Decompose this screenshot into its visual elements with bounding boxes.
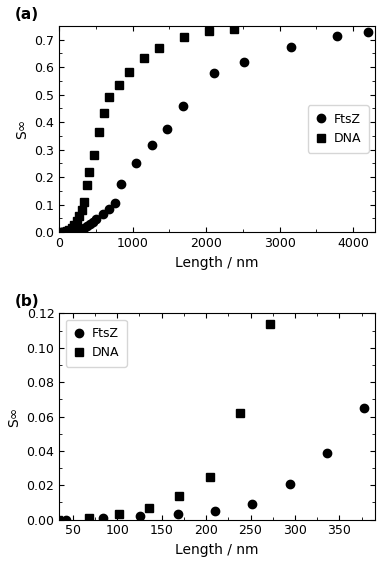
DNA: [70, 225, 74, 232]
FtsZ: [180, 102, 185, 109]
FtsZ: [63, 228, 68, 235]
DNA: [232, 26, 236, 33]
DNA: [82, 199, 87, 205]
FtsZ: [73, 227, 77, 234]
DNA: [207, 473, 212, 480]
Line: FtsZ: FtsZ: [62, 404, 369, 524]
DNA: [84, 182, 89, 189]
X-axis label: Length / nm: Length / nm: [175, 543, 259, 557]
DNA: [67, 227, 72, 233]
DNA: [79, 206, 84, 213]
DNA: [157, 45, 162, 51]
DNA: [117, 82, 121, 89]
FtsZ: [119, 180, 123, 187]
DNA: [56, 516, 61, 523]
Y-axis label: S∞: S∞: [7, 407, 21, 427]
DNA: [92, 152, 97, 158]
FtsZ: [287, 480, 292, 487]
FtsZ: [107, 205, 111, 212]
FtsZ: [165, 126, 170, 133]
FtsZ: [242, 59, 247, 65]
FtsZ: [325, 450, 329, 456]
FtsZ: [63, 516, 68, 523]
FtsZ: [175, 511, 180, 518]
DNA: [74, 218, 79, 224]
FtsZ: [94, 216, 99, 223]
X-axis label: Length / nm: Length / nm: [175, 255, 259, 270]
DNA: [60, 228, 64, 235]
FtsZ: [150, 142, 154, 149]
Text: (a): (a): [15, 7, 39, 22]
DNA: [77, 212, 82, 219]
Text: (b): (b): [15, 294, 40, 309]
FtsZ: [362, 404, 367, 411]
FtsZ: [85, 223, 89, 230]
DNA: [117, 511, 121, 518]
DNA: [268, 320, 272, 327]
DNA: [102, 110, 107, 117]
FtsZ: [134, 160, 139, 166]
FtsZ: [366, 29, 370, 36]
FtsZ: [100, 211, 105, 218]
FtsZ: [211, 69, 216, 76]
Line: DNA: DNA: [54, 320, 274, 524]
FtsZ: [91, 218, 96, 225]
FtsZ: [76, 227, 80, 233]
FtsZ: [250, 501, 255, 508]
FtsZ: [70, 228, 74, 235]
FtsZ: [82, 224, 86, 231]
FtsZ: [335, 32, 339, 39]
FtsZ: [100, 514, 105, 521]
DNA: [62, 228, 66, 235]
FtsZ: [138, 513, 142, 519]
Line: DNA: DNA: [58, 25, 238, 236]
FtsZ: [213, 508, 217, 514]
DNA: [207, 28, 211, 35]
DNA: [107, 94, 112, 101]
DNA: [65, 228, 69, 235]
FtsZ: [88, 221, 92, 227]
DNA: [147, 504, 152, 511]
DNA: [142, 54, 147, 61]
FtsZ: [288, 44, 293, 51]
DNA: [97, 129, 102, 135]
DNA: [127, 68, 131, 75]
FtsZ: [60, 228, 65, 235]
FtsZ: [66, 228, 71, 235]
DNA: [87, 169, 92, 175]
DNA: [177, 492, 182, 499]
FtsZ: [113, 199, 117, 206]
Legend: FtsZ, DNA: FtsZ, DNA: [308, 105, 369, 153]
DNA: [72, 222, 77, 228]
Line: FtsZ: FtsZ: [58, 28, 372, 236]
DNA: [182, 33, 186, 40]
DNA: [86, 514, 91, 521]
Y-axis label: S∞: S∞: [15, 119, 29, 139]
Legend: FtsZ, DNA: FtsZ, DNA: [66, 320, 127, 367]
DNA: [238, 409, 242, 416]
FtsZ: [79, 226, 83, 232]
